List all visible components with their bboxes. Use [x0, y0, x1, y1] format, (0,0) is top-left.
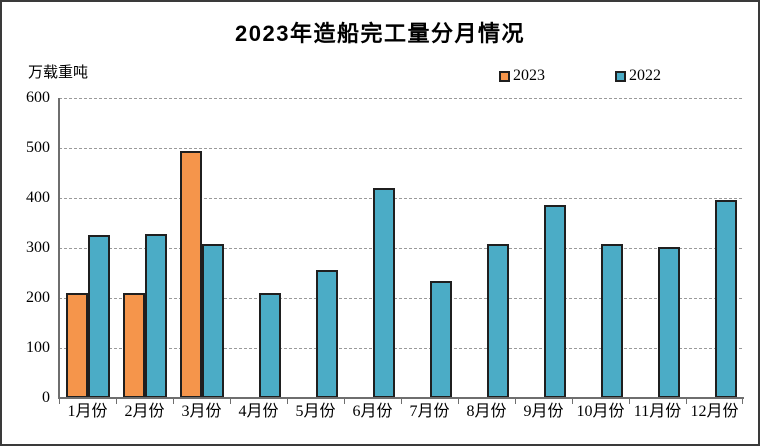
bar-2022-2月份 [144, 234, 167, 398]
x-axis-tick-3 [230, 399, 231, 404]
bar-group-2月份 [116, 234, 173, 398]
gridline-500 [59, 148, 743, 149]
x-tick-label-9月份: 9月份 [523, 403, 564, 420]
bar-group-4月份 [230, 293, 287, 398]
y-tick-label-400: 400 [26, 189, 50, 206]
y-tick-label-100: 100 [26, 339, 50, 356]
gridline-300 [59, 248, 743, 249]
gridline-400 [59, 198, 743, 199]
bar-group-8月份 [458, 243, 515, 398]
bar-group-1月份 [59, 234, 116, 398]
bar-2022-9月份 [543, 205, 566, 398]
bar-group-3月份 [173, 151, 230, 398]
x-tick-label-4月份: 4月份 [238, 403, 279, 420]
x-axis-tick-8 [515, 399, 516, 404]
legend-2023-swatch-icon [499, 70, 510, 82]
bar-group-5月份 [287, 269, 344, 398]
y-tick-label-0: 0 [42, 389, 50, 406]
bar-2022-4月份 [258, 293, 281, 398]
bar-2022-8月份 [486, 243, 509, 398]
y-tick-label-200: 200 [26, 289, 50, 306]
bar-2022-5月份 [315, 269, 338, 398]
y-tick-label-300: 300 [26, 239, 50, 256]
bar-2022-3月份 [201, 244, 224, 398]
y-axis-line [58, 98, 60, 399]
x-tick-label-7月份: 7月份 [409, 403, 450, 420]
bar-group-12月份 [686, 199, 743, 398]
y-tick-label-500: 500 [26, 139, 50, 156]
x-axis-tick-4 [287, 399, 288, 404]
bar-2022-10月份 [600, 244, 623, 398]
bar-2022-12月份 [714, 199, 737, 398]
x-tick-label-6月份: 6月份 [352, 403, 393, 420]
x-tick-label-3月份: 3月份 [181, 403, 222, 420]
bar-2022-7月份 [429, 280, 452, 398]
y-tick-label-600: 600 [26, 89, 50, 106]
bar-group-11月份 [629, 246, 686, 398]
x-axis-tick-12 [742, 399, 743, 404]
bar-2022-6月份 [372, 187, 395, 398]
bar-2022-11月份 [657, 246, 680, 398]
x-axis-tick-9 [572, 399, 573, 404]
chart-title: 2023年造船完工量分月情况 [235, 21, 525, 46]
x-axis-labels: 1月份 2月份 3月份 4月份 5月份 6月份 7月份 8月份 9月份 10月份 11月份 12月份 [59, 404, 743, 420]
x-axis-tick-10 [629, 399, 630, 404]
x-tick-label-8月份: 8月份 [466, 403, 507, 420]
x-axis-tick-11 [686, 399, 687, 404]
bar-2023-3月份 [179, 151, 202, 398]
plot-area [58, 98, 744, 404]
x-axis-line [58, 397, 744, 399]
bar-2022-1月份 [87, 234, 110, 398]
bar-2023-1月份 [65, 293, 88, 398]
bar-group-6月份 [344, 187, 401, 398]
bar-group-10月份 [572, 244, 629, 398]
x-axis-tick-5 [344, 399, 345, 404]
gridline-200 [59, 298, 743, 299]
x-axis-tick-2 [173, 399, 174, 404]
gridline-600 [59, 98, 743, 99]
legend-2022-label: 2022 [629, 67, 661, 84]
x-tick-label-5月份: 5月份 [295, 403, 336, 420]
x-tick-label-11月份: 11月份 [633, 403, 682, 420]
bar-2023-2月份 [122, 292, 145, 398]
y-axis-unit-label: 万载重吨 [28, 65, 89, 81]
legend-item-2023: 2023 [499, 68, 545, 84]
legend: 2023 2022 [499, 68, 661, 84]
x-axis-tick-1 [116, 399, 117, 404]
x-axis-tick-6 [401, 399, 402, 404]
bar-groups [59, 98, 743, 398]
legend-2022-swatch-icon [615, 70, 626, 82]
gridline-100 [59, 348, 743, 349]
x-tick-label-1月份: 1月份 [67, 403, 108, 420]
x-axis-tick-0 [59, 399, 60, 404]
x-tick-label-10月份: 10月份 [576, 403, 625, 420]
x-tick-label-2月份: 2月份 [124, 403, 165, 420]
x-axis-tick-7 [458, 399, 459, 404]
legend-2023-label: 2023 [513, 67, 545, 84]
bar-group-7月份 [401, 280, 458, 398]
legend-item-2022: 2022 [615, 68, 661, 84]
y-axis-labels: 0 100 200 300 400 500 600 [2, 90, 54, 406]
bar-group-9月份 [515, 205, 572, 398]
x-tick-label-12月份: 12月份 [690, 403, 739, 420]
